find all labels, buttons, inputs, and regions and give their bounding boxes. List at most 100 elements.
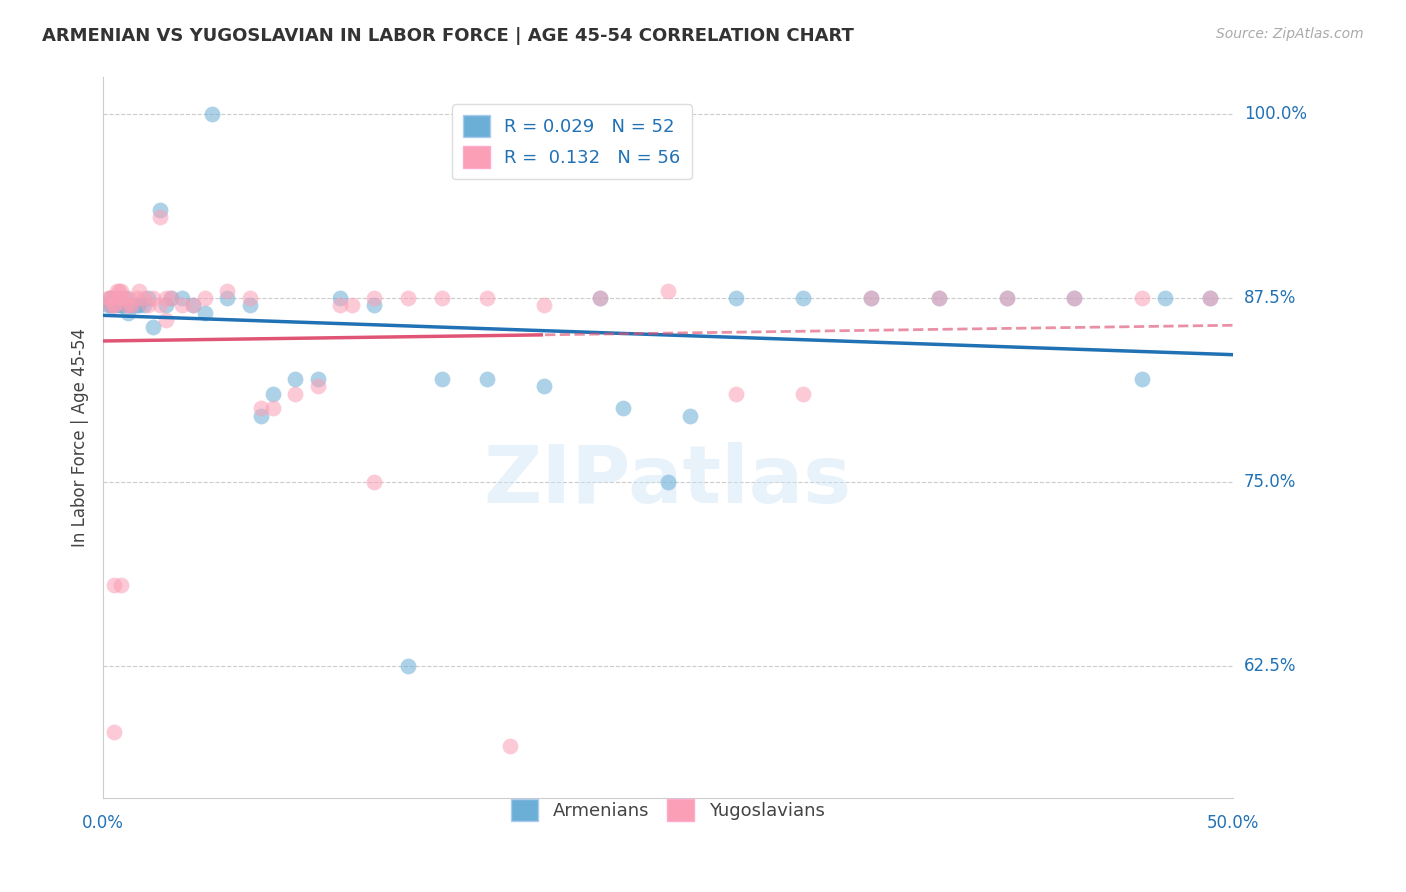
Point — [1130, 291, 1153, 305]
Point — [121, 298, 143, 312]
Point — [110, 298, 132, 312]
Point — [194, 306, 217, 320]
Point — [172, 298, 194, 312]
Point — [217, 284, 239, 298]
Point — [103, 298, 125, 312]
Point — [995, 291, 1018, 305]
Point — [724, 291, 747, 305]
Point — [475, 291, 498, 305]
Point — [396, 291, 419, 305]
Point — [136, 291, 159, 305]
Point — [860, 291, 883, 305]
Point — [149, 210, 172, 224]
Point — [172, 291, 194, 305]
Text: Source: ZipAtlas.com: Source: ZipAtlas.com — [1216, 27, 1364, 41]
Point — [114, 298, 136, 312]
Point — [121, 298, 143, 312]
Text: 87.5%: 87.5% — [1244, 289, 1296, 307]
Point — [307, 372, 329, 386]
Point — [200, 107, 222, 121]
Legend: Armenians, Yugoslavians: Armenians, Yugoslavians — [503, 792, 832, 829]
Point — [1063, 291, 1085, 305]
Point — [155, 291, 177, 305]
Point — [928, 291, 950, 305]
Point — [239, 291, 262, 305]
Point — [928, 291, 950, 305]
Y-axis label: In Labor Force | Age 45-54: In Labor Force | Age 45-54 — [72, 328, 89, 547]
Point — [103, 298, 125, 312]
Point — [340, 298, 363, 312]
Point — [132, 298, 155, 312]
Point — [128, 284, 150, 298]
Point — [792, 291, 814, 305]
Point — [724, 386, 747, 401]
Point — [97, 291, 120, 305]
Text: 50.0%: 50.0% — [1206, 814, 1258, 832]
Point — [792, 386, 814, 401]
Point — [108, 291, 131, 305]
Point — [284, 386, 307, 401]
Text: 100.0%: 100.0% — [1244, 105, 1306, 123]
Point — [363, 298, 385, 312]
Point — [110, 284, 132, 298]
Point — [250, 401, 273, 416]
Point — [1130, 372, 1153, 386]
Point — [307, 379, 329, 393]
Point — [430, 372, 453, 386]
Point — [155, 313, 177, 327]
Point — [160, 291, 183, 305]
Point — [533, 298, 555, 312]
Point — [1153, 291, 1175, 305]
Point — [396, 658, 419, 673]
Point — [533, 379, 555, 393]
Point — [262, 401, 284, 416]
Text: ZIPatlas: ZIPatlas — [484, 442, 852, 520]
Point — [284, 372, 307, 386]
Point — [589, 291, 612, 305]
Point — [1199, 291, 1222, 305]
Point — [995, 291, 1018, 305]
Point — [125, 298, 148, 312]
Point — [860, 291, 883, 305]
Point — [108, 284, 131, 298]
Point — [239, 298, 262, 312]
Point — [149, 202, 172, 217]
Point — [430, 291, 453, 305]
Point — [120, 298, 142, 312]
Point — [128, 298, 150, 312]
Point — [194, 291, 217, 305]
Point — [1199, 291, 1222, 305]
Point — [132, 291, 155, 305]
Point — [103, 724, 125, 739]
Point — [160, 291, 183, 305]
Point — [155, 298, 177, 312]
Point — [110, 577, 132, 591]
Point — [108, 298, 131, 312]
Point — [149, 298, 172, 312]
Point — [657, 284, 679, 298]
Point — [112, 298, 135, 312]
Point — [105, 298, 128, 312]
Point — [120, 298, 142, 312]
Point — [183, 298, 205, 312]
Point — [475, 372, 498, 386]
Point — [98, 291, 121, 305]
Point — [108, 291, 131, 305]
Point — [98, 291, 121, 305]
Point — [142, 291, 165, 305]
Point — [117, 306, 139, 320]
Text: 62.5%: 62.5% — [1244, 657, 1296, 674]
Point — [262, 386, 284, 401]
Point — [101, 291, 124, 305]
Point — [97, 298, 120, 312]
Point — [589, 291, 612, 305]
Point — [103, 298, 125, 312]
Text: 0.0%: 0.0% — [82, 814, 124, 832]
Point — [101, 298, 124, 312]
Point — [363, 475, 385, 489]
Point — [612, 401, 634, 416]
Point — [117, 291, 139, 305]
Text: ARMENIAN VS YUGOSLAVIAN IN LABOR FORCE | AGE 45-54 CORRELATION CHART: ARMENIAN VS YUGOSLAVIAN IN LABOR FORCE |… — [42, 27, 853, 45]
Point — [250, 409, 273, 423]
Point — [679, 409, 702, 423]
